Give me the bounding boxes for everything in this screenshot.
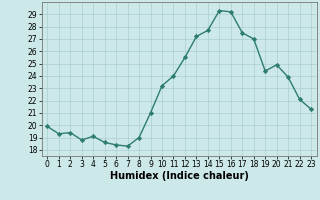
X-axis label: Humidex (Indice chaleur): Humidex (Indice chaleur) — [110, 171, 249, 181]
